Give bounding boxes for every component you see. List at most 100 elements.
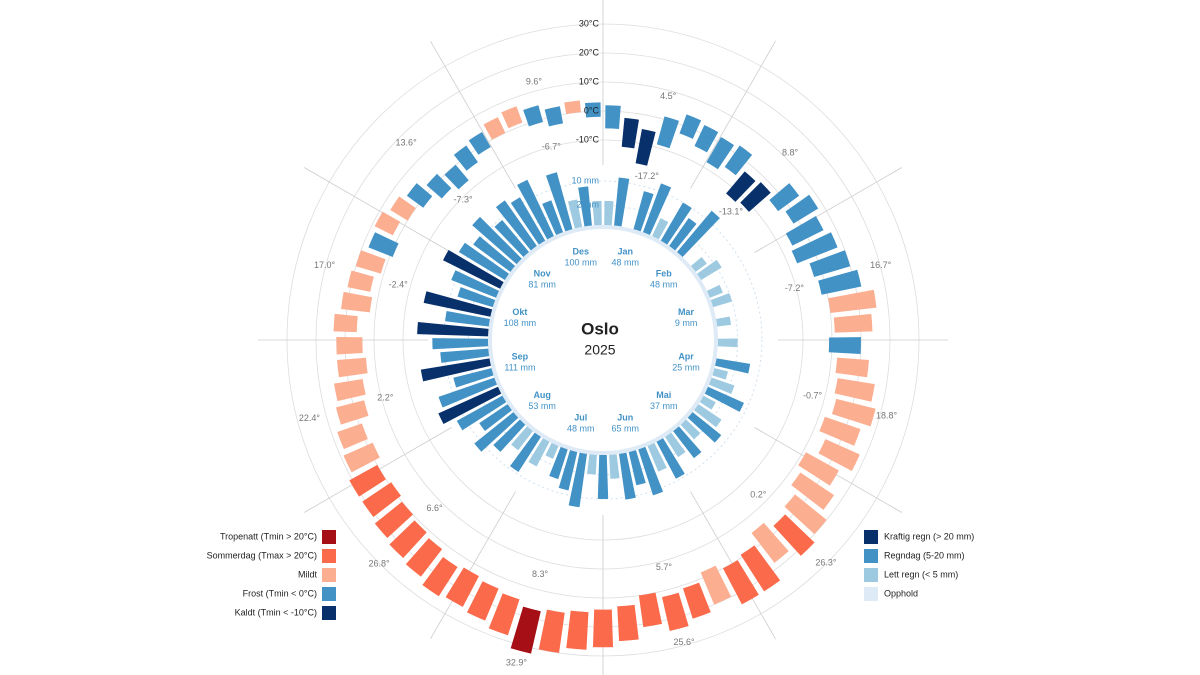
precip-bar — [609, 454, 620, 479]
month-label: Feb — [656, 269, 673, 279]
month-precip: 48 mm — [650, 280, 678, 290]
precip-bar — [451, 270, 500, 298]
precip-bar — [510, 197, 546, 245]
month-tmin: -6.7° — [542, 142, 562, 152]
temp-bar — [349, 464, 386, 497]
precip-bar — [669, 218, 697, 251]
legend: Tropenatt (Tmin > 20°C) Sommerdag (Tmax >… — [207, 530, 974, 620]
temp-bar — [835, 357, 869, 378]
legend-label: Regndag (5-20 mm) — [884, 550, 965, 560]
precip-bar — [597, 454, 609, 499]
temp-bar — [538, 609, 565, 653]
month-label: Apr — [678, 352, 694, 362]
temp-bar — [791, 472, 835, 510]
month-tmin: 6.6° — [427, 503, 444, 513]
precip-bar — [549, 446, 568, 480]
temp-bar — [791, 232, 838, 264]
legend-label: Lett regn (< 5 mm) — [884, 569, 958, 579]
legend-swatch — [322, 587, 336, 601]
precip-bar — [633, 191, 654, 232]
month-label: Jul — [574, 412, 587, 422]
y-tick-label: -10°C — [576, 134, 600, 144]
temp-bar — [483, 117, 506, 140]
precip-bar — [638, 446, 664, 496]
month-precip: 25 mm — [672, 363, 700, 373]
temp-bar — [426, 173, 452, 199]
temp-bar — [661, 592, 689, 632]
precip-bar — [493, 419, 526, 452]
temp-bar — [468, 132, 491, 155]
temp-bar — [694, 125, 719, 153]
month-precip: 100 mm — [564, 257, 597, 267]
temp-bar — [605, 105, 621, 130]
temp-bar — [501, 106, 523, 129]
month-tmax: 32.9° — [506, 657, 528, 667]
precip-bar — [545, 172, 573, 232]
month-tmax: 8.8° — [782, 147, 799, 157]
month-spoke — [690, 41, 776, 189]
month-tmax: 22.4° — [299, 413, 321, 423]
month-tmax: 25.6° — [674, 637, 696, 647]
precip-bar — [545, 442, 559, 459]
month-tmax: 4.5° — [660, 91, 677, 101]
legend-swatch — [864, 549, 878, 563]
temp-bar — [679, 114, 702, 139]
precip-bar — [656, 438, 685, 479]
temp-bar — [510, 606, 541, 654]
precip-bar — [456, 395, 507, 431]
precip-bar — [708, 377, 735, 394]
y-tick-label: 30°C — [579, 18, 600, 28]
precip-bar — [423, 291, 493, 317]
month-tmin: 0.2° — [750, 490, 767, 500]
temp-bar — [740, 545, 781, 592]
legend-swatch — [322, 606, 336, 620]
month-precip: 108 mm — [504, 318, 537, 328]
month-tmin: -2.4° — [389, 279, 409, 289]
month-spoke — [754, 167, 902, 253]
month-precip: 9 mm — [675, 318, 698, 328]
precip-bar — [660, 202, 692, 245]
precip-base — [488, 225, 718, 455]
precip-bar — [642, 183, 672, 235]
temp-bar — [635, 129, 656, 166]
month-precip: 53 mm — [528, 401, 556, 411]
temp-bar — [656, 116, 680, 149]
month-tmin: -17.2° — [635, 171, 660, 181]
month-tmin: -0.7° — [803, 391, 823, 401]
month-tmin: 5.7° — [656, 562, 673, 572]
temp-bar — [467, 581, 499, 621]
month-label: Okt — [512, 307, 527, 317]
precip-bar — [479, 404, 512, 432]
legend-label: Opphold — [884, 588, 918, 598]
legend-swatch — [322, 549, 336, 563]
temp-bar — [706, 137, 735, 170]
temp-bar — [819, 416, 861, 446]
precip-bar — [680, 419, 701, 440]
month-tmin: -13.1° — [719, 206, 744, 216]
y-tick-label: 10°C — [579, 76, 600, 86]
temp-bar — [722, 560, 759, 605]
month-precip: 65 mm — [612, 423, 640, 433]
month-precip: 81 mm — [528, 280, 556, 290]
temp-bar — [638, 592, 662, 628]
temp-bar — [374, 211, 401, 236]
precip-bar — [715, 358, 751, 374]
legend-swatch — [322, 568, 336, 582]
month-tmax: 16.7° — [870, 260, 892, 270]
precip-bar — [457, 287, 496, 308]
precip-bar — [628, 450, 646, 486]
precip-bar — [438, 386, 502, 424]
precip-bar — [442, 249, 504, 289]
temp-bar — [337, 357, 368, 378]
month-tmax: 26.8° — [368, 558, 390, 568]
month-tmax: 26.3° — [815, 557, 837, 567]
temp-bar — [828, 337, 861, 354]
precip-bar — [652, 218, 669, 240]
temp-bar — [374, 501, 413, 539]
temp-bar — [592, 609, 614, 648]
temp-bar — [337, 423, 368, 450]
month-spoke — [304, 167, 452, 253]
y-tick-label: 20°C — [579, 47, 600, 57]
